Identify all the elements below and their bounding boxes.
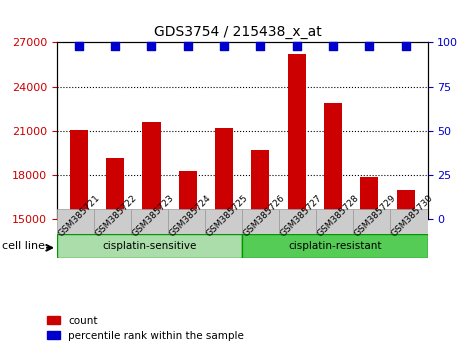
Point <box>111 43 119 49</box>
Text: cisplatin-sensitive: cisplatin-sensitive <box>103 241 197 251</box>
Text: GSM385722: GSM385722 <box>93 193 138 238</box>
Text: GSM385724: GSM385724 <box>167 193 212 238</box>
FancyBboxPatch shape <box>242 209 279 234</box>
Text: GSM385728: GSM385728 <box>315 193 361 238</box>
Point <box>402 43 409 49</box>
Text: GSM385726: GSM385726 <box>241 193 286 238</box>
Bar <box>215 128 233 219</box>
Text: GSM385725: GSM385725 <box>204 193 249 238</box>
FancyBboxPatch shape <box>131 209 168 234</box>
Legend: count, percentile rank within the sample: count, percentile rank within the sample <box>43 312 248 345</box>
FancyBboxPatch shape <box>94 209 131 234</box>
Point <box>148 43 155 49</box>
FancyBboxPatch shape <box>390 209 428 234</box>
Bar <box>397 190 415 219</box>
Text: GSM385723: GSM385723 <box>130 193 175 238</box>
FancyBboxPatch shape <box>316 209 353 234</box>
Point <box>75 43 83 49</box>
FancyBboxPatch shape <box>205 209 242 234</box>
Bar <box>288 54 306 219</box>
Text: GSM385730: GSM385730 <box>390 193 435 238</box>
FancyBboxPatch shape <box>57 234 242 258</box>
Text: cell line: cell line <box>2 241 46 251</box>
Text: GSM385721: GSM385721 <box>56 193 101 238</box>
Point <box>220 43 228 49</box>
Text: GSM385727: GSM385727 <box>278 193 323 238</box>
FancyBboxPatch shape <box>57 209 94 234</box>
Bar <box>324 103 342 219</box>
FancyBboxPatch shape <box>279 209 316 234</box>
Bar <box>251 150 269 219</box>
Text: GSM385729: GSM385729 <box>352 193 398 238</box>
Point <box>184 43 191 49</box>
Point <box>329 43 337 49</box>
Bar <box>142 122 161 219</box>
Point <box>293 43 301 49</box>
Bar <box>70 130 88 219</box>
Bar <box>179 171 197 219</box>
FancyBboxPatch shape <box>168 209 205 234</box>
Point <box>366 43 373 49</box>
Bar <box>106 158 124 219</box>
Text: GDS3754 / 215438_x_at: GDS3754 / 215438_x_at <box>153 25 322 39</box>
FancyBboxPatch shape <box>353 209 390 234</box>
Point <box>256 43 264 49</box>
FancyBboxPatch shape <box>242 234 428 258</box>
Text: cisplatin-resistant: cisplatin-resistant <box>288 241 381 251</box>
Bar <box>361 177 379 219</box>
